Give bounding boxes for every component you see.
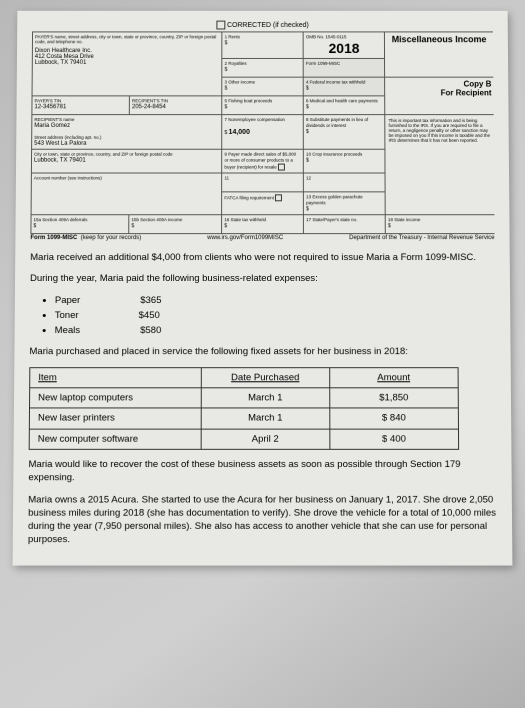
table-row: New laser printers March 1 $ 840: [29, 408, 458, 428]
form-title: Miscellaneous Income: [392, 34, 487, 44]
box4-label: 4 Federal income tax withheld: [306, 80, 365, 85]
recip-tin-label: RECIPIENT'S TIN: [132, 98, 168, 103]
box1-label: 1 Rents: [225, 34, 240, 39]
street-label: Street address (including apt. no.): [34, 135, 101, 140]
copy-b: Copy B: [464, 80, 492, 89]
box7-label: 7 Nonemployee compensation: [224, 117, 284, 122]
payer-label: PAYER'S name, street address, city or to…: [35, 34, 220, 44]
footer-form: Form 1099-MISC: [30, 235, 77, 241]
box16: 16 State tax withheld: [224, 217, 266, 222]
para-4: Maria would like to recover the cost of …: [28, 458, 496, 485]
form-no: Form 1099-MISC: [306, 61, 340, 66]
box5-label: 5 Fishing boat proceeds: [224, 98, 272, 103]
box6-label: 6 Medical and health care payments: [306, 98, 378, 103]
document-page: CORRECTED (if checked) PAYER'S name, str…: [13, 11, 513, 565]
year: 2018: [306, 40, 382, 56]
para-3: Maria purchased and placed in service th…: [29, 346, 495, 359]
expense-item: Meals$580: [55, 324, 496, 337]
para-2: During the year, Maria paid the followin…: [30, 272, 495, 285]
for-recipient: For Recipient: [441, 88, 492, 97]
expense-item: Toner$450: [55, 309, 496, 322]
city-label: City or town, state or province, country…: [34, 152, 173, 157]
col-item: Item: [38, 372, 57, 383]
payer-tin: 12-3456781: [34, 104, 66, 110]
box8-label: 8 Substitute payments in lieu of dividen…: [306, 117, 368, 128]
table-row: New laptop computers March 1 $1,850: [30, 388, 459, 408]
omb: OMB No. 1545-0115: [306, 34, 347, 39]
box15b: 15b Section 409A income: [131, 217, 182, 222]
form-table: PAYER'S name, street address, city or to…: [30, 31, 494, 234]
footer-keep: (keep for your records): [81, 235, 142, 241]
assets-table: Item Date Purchased Amount New laptop co…: [29, 367, 459, 450]
box7-value: 14,000: [229, 129, 250, 136]
acct-label: Account number (see instructions): [34, 175, 102, 180]
col-date: Date Purchased: [231, 372, 299, 383]
box13: 13 Excess golden parachute payments: [306, 194, 363, 205]
box17: 17 State/Payer's state no.: [306, 217, 357, 222]
footer-dept: Department of the Treasury - Internal Re…: [349, 235, 495, 241]
box10-label: 10 Crop insurance proceeds: [306, 152, 362, 157]
expense-list: Paper$365 Toner$450 Meals$580: [55, 294, 496, 338]
box2-label: 2 Royalties: [225, 61, 247, 66]
col-amount: Amount: [377, 372, 410, 383]
corrected-line: CORRECTED (if checked): [32, 21, 493, 30]
expense-item: Paper$365: [55, 294, 495, 307]
recip-name: Maria Gomez: [34, 123, 70, 129]
notice: This is important tax information and is…: [385, 115, 494, 215]
table-row: New computer software April 2 $ 400: [29, 429, 458, 450]
para-5: Maria owns a 2015 Acura. She started to …: [28, 493, 497, 547]
box18: 18 State income: [388, 217, 420, 222]
form-1099: CORRECTED (if checked) PAYER'S name, str…: [30, 21, 494, 241]
street: 543 West La Palora: [34, 141, 86, 147]
recip-tin: 205-24-8454: [132, 104, 166, 110]
body-text: Maria received an additional $4,000 from…: [28, 251, 497, 547]
box3-label: 3 Other income: [225, 80, 256, 85]
corrected-label: CORRECTED (if checked): [227, 22, 309, 29]
footer-url: www.irs.gov/Form1099MISC: [207, 235, 283, 241]
fatca: FATCA filing requirement: [224, 195, 274, 200]
recip-label: RECIPIENT'S name: [34, 117, 74, 122]
box15a: 15a Section 409A deferrals: [34, 217, 88, 222]
box9-label: 9 Payer made direct sales of $5,000 or m…: [224, 152, 296, 170]
corrected-checkbox: [216, 21, 225, 30]
payer-addr2: Lubbock, TX 79401: [35, 60, 220, 66]
city: Lubbock, TX 79401: [34, 158, 86, 164]
para-1: Maria received an additional $4,000 from…: [30, 251, 495, 264]
payer-tin-label: PAYER'S TIN: [34, 98, 61, 103]
